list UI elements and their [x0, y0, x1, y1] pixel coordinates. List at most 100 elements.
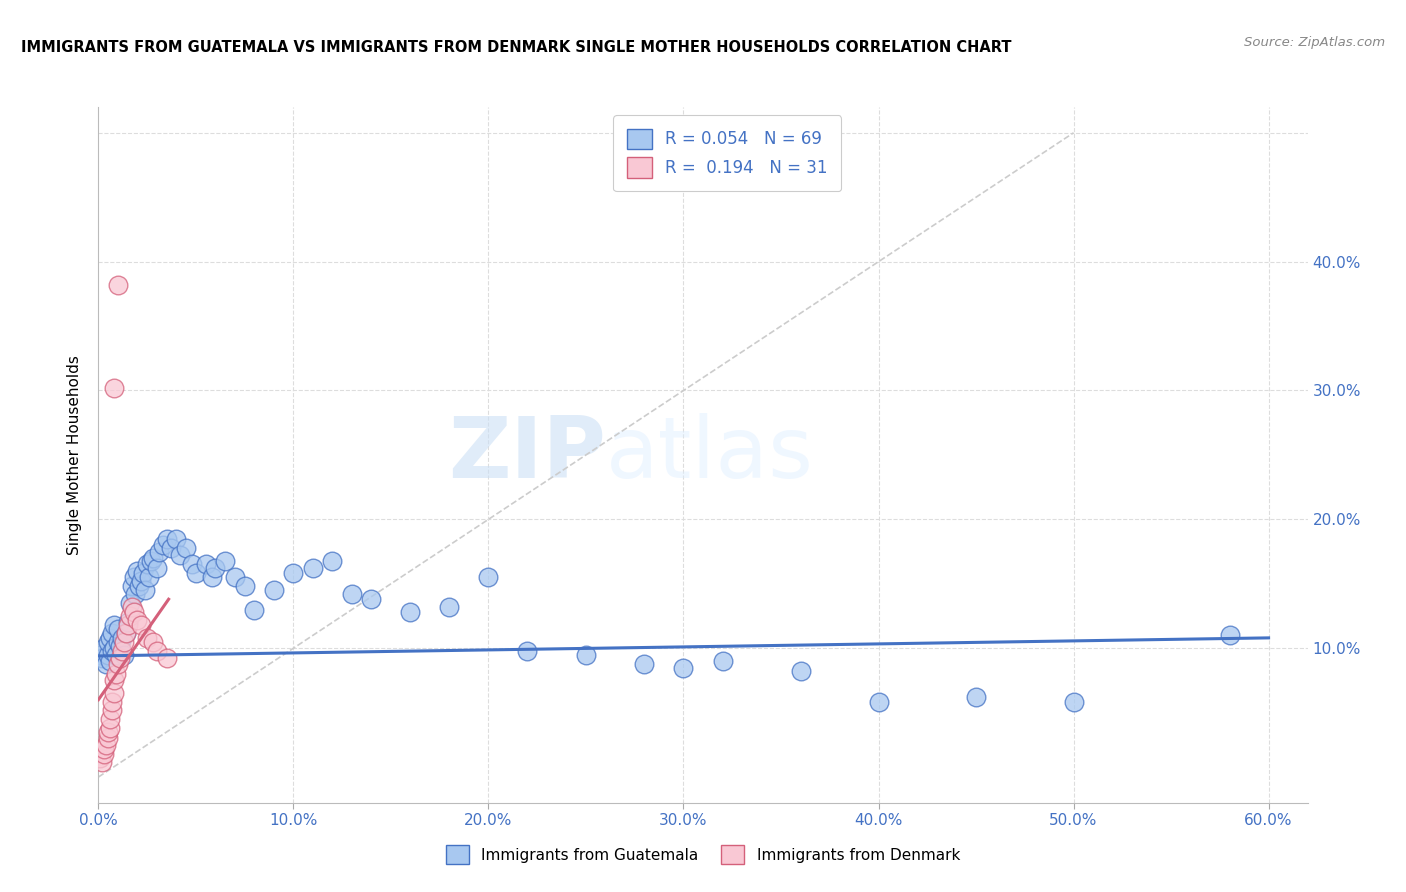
Point [114, 625, 136, 640]
Point [204, 561, 226, 575]
Point [103, 686, 125, 700]
Point [107, 622, 129, 636]
Point [93, 741, 115, 756]
Point [98, 721, 121, 735]
Point [112, 648, 135, 662]
Point [96, 657, 118, 671]
Y-axis label: Single Mother Households: Single Mother Households [67, 355, 83, 555]
Point [91, 651, 114, 665]
Point [156, 651, 179, 665]
Point [224, 570, 246, 584]
Point [302, 561, 325, 575]
Text: ZIP: ZIP [449, 413, 606, 497]
Point [575, 648, 598, 662]
Point [97, 725, 120, 739]
Point [107, 634, 129, 648]
Point [121, 579, 143, 593]
Point [340, 587, 363, 601]
Point [114, 625, 136, 640]
Point [103, 673, 125, 688]
Point [97, 648, 120, 662]
Point [243, 602, 266, 616]
Point [111, 631, 134, 645]
Point [104, 667, 127, 681]
Point [134, 583, 156, 598]
Point [516, 644, 538, 658]
Text: atlas: atlas [606, 413, 814, 497]
Point [131, 574, 153, 589]
Point [868, 695, 890, 709]
Point [89, 750, 111, 764]
Point [142, 634, 165, 648]
Point [103, 618, 125, 632]
Point [200, 570, 222, 584]
Text: Source: ZipAtlas.com: Source: ZipAtlas.com [1244, 36, 1385, 49]
Point [98, 654, 121, 668]
Point [96, 738, 118, 752]
Point [97, 634, 120, 648]
Legend: Immigrants from Guatemala, Immigrants from Denmark: Immigrants from Guatemala, Immigrants fr… [439, 838, 967, 871]
Point [360, 592, 382, 607]
Point [117, 615, 139, 630]
Point [93, 641, 115, 656]
Point [263, 583, 285, 598]
Point [124, 587, 146, 601]
Point [127, 613, 149, 627]
Point [107, 277, 129, 292]
Point [169, 549, 191, 563]
Point [142, 551, 165, 566]
Point [789, 665, 811, 679]
Text: IMMIGRANTS FROM GUATEMALA VS IMMIGRANTS FROM DENMARK SINGLE MOTHER HOUSEHOLDS CO: IMMIGRANTS FROM GUATEMALA VS IMMIGRANTS … [21, 40, 1011, 55]
Point [89, 648, 111, 662]
Point [233, 579, 256, 593]
Point [214, 553, 236, 567]
Point [127, 564, 149, 578]
Point [146, 561, 169, 575]
Point [321, 553, 343, 567]
Point [111, 644, 134, 658]
Point [104, 648, 127, 662]
Point [122, 570, 145, 584]
Point [131, 618, 153, 632]
Point [146, 644, 169, 658]
Point [965, 690, 987, 705]
Point [633, 657, 655, 671]
Point [672, 660, 695, 674]
Point [156, 532, 179, 546]
Point [101, 625, 124, 640]
Point [399, 605, 422, 619]
Point [117, 618, 139, 632]
Point [93, 747, 115, 761]
Point [283, 566, 305, 581]
Point [132, 566, 155, 581]
Point [184, 566, 207, 581]
Point [159, 541, 181, 555]
Point [121, 599, 143, 614]
Point [165, 532, 187, 546]
Point [138, 570, 160, 584]
Point [439, 599, 461, 614]
Point [139, 553, 162, 567]
Point [152, 538, 174, 552]
Point [108, 651, 131, 665]
Point [136, 558, 159, 572]
Point [1219, 628, 1241, 642]
Point [101, 695, 124, 709]
Point [112, 634, 135, 648]
Point [98, 712, 121, 726]
Point [103, 641, 125, 656]
Point [711, 654, 734, 668]
Point [101, 644, 124, 658]
Point [118, 596, 141, 610]
Point [1063, 695, 1085, 709]
Point [108, 639, 131, 653]
Point [136, 631, 159, 645]
Point [98, 631, 121, 645]
Point [118, 609, 141, 624]
Point [107, 657, 129, 671]
Point [194, 558, 217, 572]
Point [128, 579, 150, 593]
Point [174, 541, 197, 555]
Point [91, 755, 114, 769]
Point [181, 558, 204, 572]
